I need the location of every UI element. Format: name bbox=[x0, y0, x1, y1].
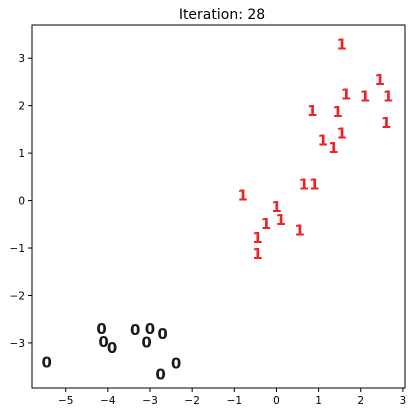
data-point-1: 1 bbox=[271, 198, 281, 216]
data-point-1: 1 bbox=[381, 114, 391, 132]
x-tick-label: −5 bbox=[58, 395, 73, 407]
data-point-1: 1 bbox=[318, 131, 328, 149]
data-point-0: 0 bbox=[98, 333, 108, 351]
y-tick-label: −3 bbox=[10, 338, 25, 350]
data-point-0: 0 bbox=[130, 321, 140, 339]
data-point-0: 0 bbox=[171, 354, 181, 372]
data-point-0: 0 bbox=[155, 365, 165, 383]
data-point-1: 1 bbox=[252, 229, 262, 247]
data-point-1: 1 bbox=[252, 245, 262, 263]
data-point-0: 0 bbox=[96, 320, 106, 338]
data-point-1: 1 bbox=[309, 175, 319, 193]
data-point-1: 1 bbox=[360, 88, 370, 106]
data-point-1: 1 bbox=[275, 211, 285, 229]
data-point-1: 1 bbox=[337, 35, 347, 53]
y-tick-label: 1 bbox=[18, 148, 25, 160]
data-point-1: 1 bbox=[261, 215, 271, 233]
y-tick-label: −1 bbox=[10, 243, 25, 255]
data-point-0: 0 bbox=[42, 353, 52, 371]
data-point-1: 1 bbox=[307, 102, 317, 120]
x-tick-label: 2 bbox=[357, 395, 364, 407]
x-tick-label: −4 bbox=[100, 395, 116, 407]
data-point-1: 1 bbox=[337, 125, 347, 143]
data-point-0: 0 bbox=[107, 339, 117, 357]
y-tick-label: 3 bbox=[18, 53, 25, 65]
data-point-1: 1 bbox=[238, 186, 248, 204]
y-tick-label: 0 bbox=[18, 196, 25, 208]
data-point-0: 0 bbox=[157, 325, 167, 343]
plot-frame bbox=[31, 24, 406, 389]
x-tick-label: −2 bbox=[184, 395, 199, 407]
y-axis: −3 −2 −1 0 1 2 3 bbox=[10, 53, 32, 350]
y-tick-label: 2 bbox=[18, 101, 25, 113]
data-point-0: 0 bbox=[141, 333, 151, 351]
x-tick-label: 3 bbox=[400, 395, 407, 407]
data-point-1: 1 bbox=[341, 85, 351, 103]
data-point-1: 1 bbox=[299, 175, 309, 193]
x-tick-label: 0 bbox=[273, 395, 280, 407]
x-tick-label: −1 bbox=[227, 395, 242, 407]
x-axis: −5 −4 −3 −2 −1 0 1 2 3 bbox=[58, 388, 406, 407]
data-point-1: 1 bbox=[332, 103, 342, 121]
chart-title: Iteration: 28 bbox=[179, 7, 265, 23]
data-point-1: 1 bbox=[383, 88, 393, 106]
data-point-0: 0 bbox=[145, 320, 155, 338]
data-point-1: 1 bbox=[294, 221, 304, 239]
y-tick-label: −2 bbox=[10, 290, 25, 302]
x-tick-label: 1 bbox=[315, 395, 322, 407]
x-tick-label: −3 bbox=[142, 395, 157, 407]
data-point-1: 1 bbox=[374, 71, 384, 89]
data-point-1: 1 bbox=[328, 139, 338, 157]
